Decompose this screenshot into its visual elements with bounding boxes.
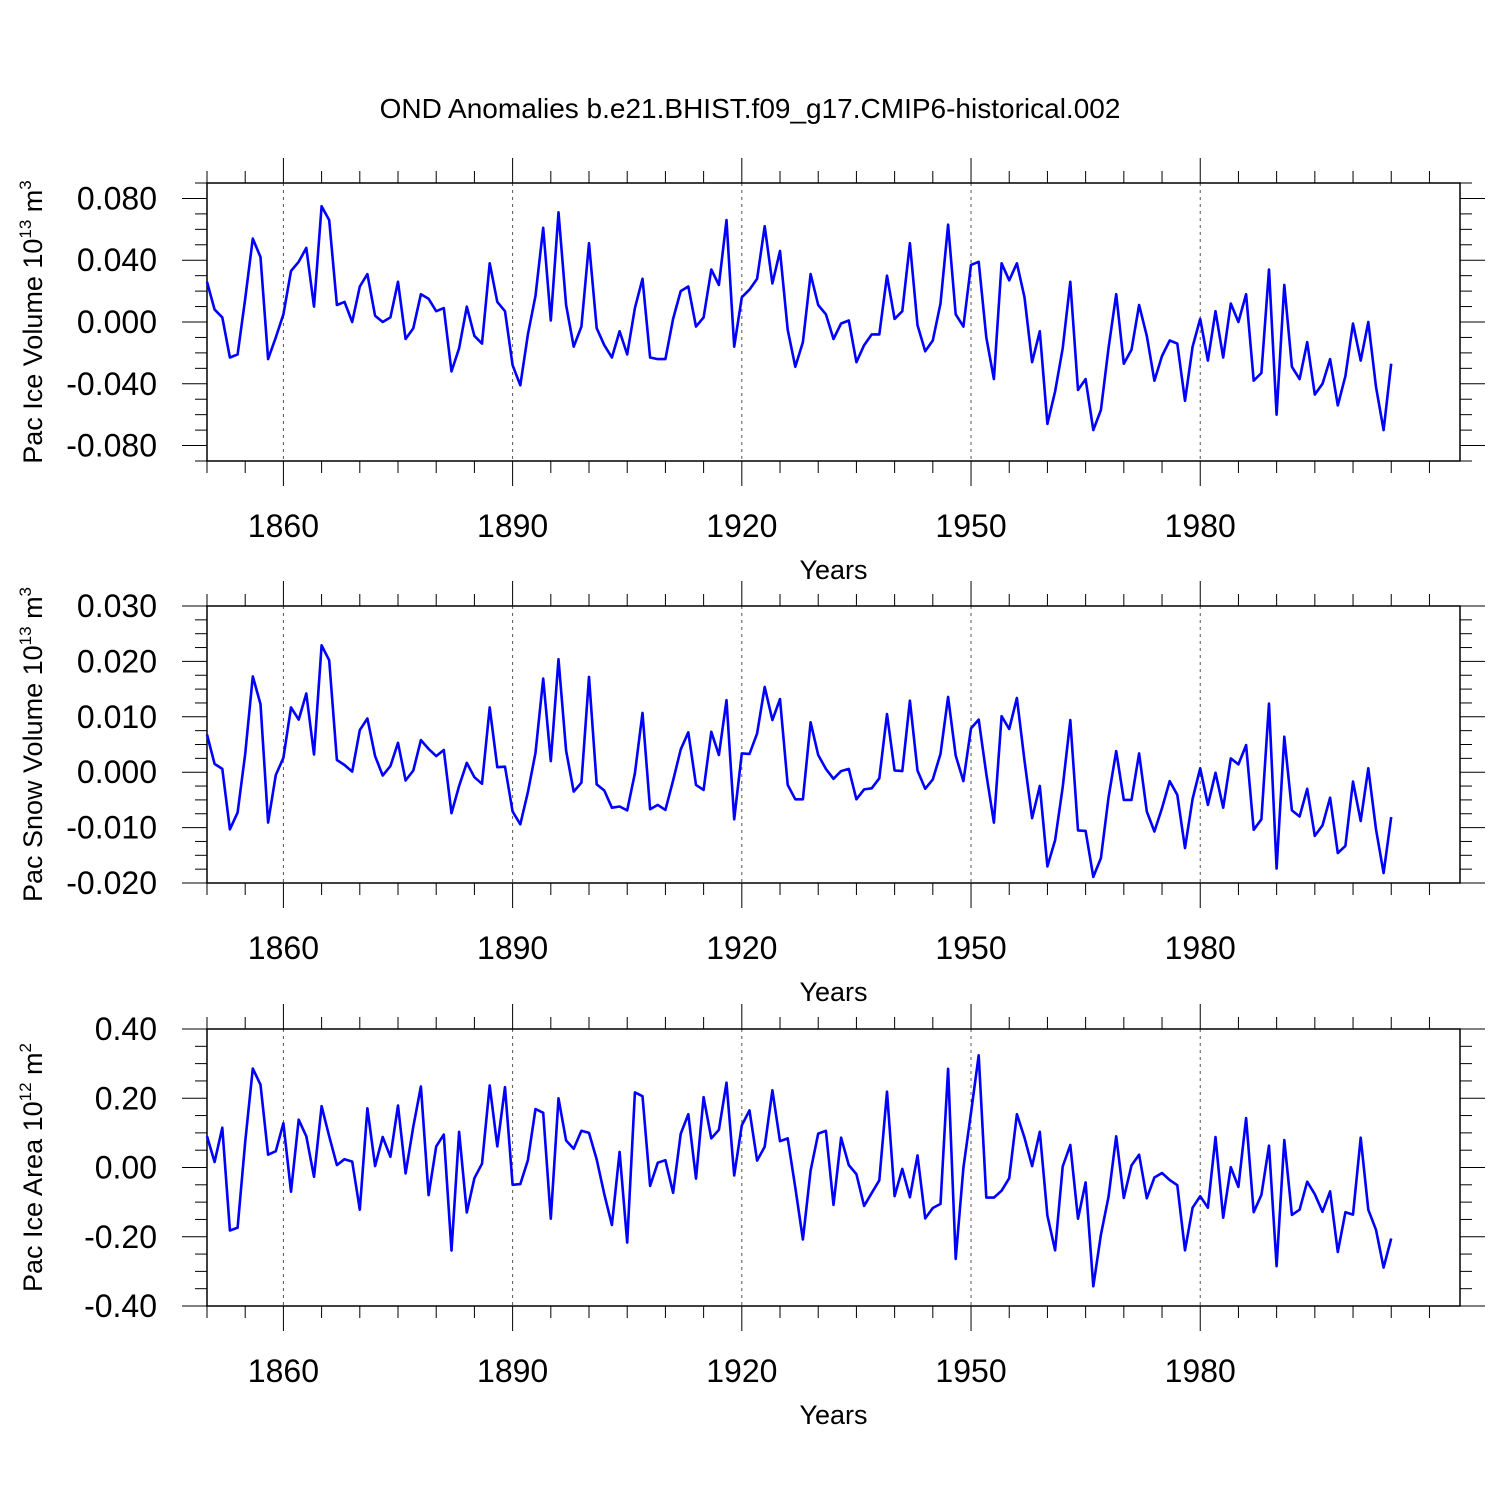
panels: -0.080 -0.040 0.000 0.040 0.080 1860 1890 1920 1… — [16, 158, 1485, 1430]
y-axis-title: Pac Snow Volume 1013 m3 — [16, 587, 48, 902]
x-tick-label: 1890 — [477, 930, 548, 966]
series-line — [205, 643, 1393, 879]
y-tick-label: 0.020 — [77, 643, 157, 679]
x-tick-label: 1980 — [1165, 1353, 1236, 1389]
series-line — [205, 1054, 1393, 1288]
y-tick-label: -0.080 — [66, 428, 157, 464]
x-axis-title: Years — [799, 1400, 867, 1430]
x-tick-label: 1860 — [248, 1353, 319, 1389]
plot-frame — [206, 1028, 1461, 1307]
y-tick-label: -0.40 — [84, 1288, 157, 1324]
y-tick-label: 0.000 — [77, 754, 157, 790]
x-tick-label: 1890 — [477, 1353, 548, 1389]
x-tick-label: 1860 — [248, 930, 319, 966]
x-tick-label: 1920 — [706, 930, 777, 966]
y-tick-label: 0.040 — [77, 242, 157, 278]
x-tick-label: 1920 — [706, 508, 777, 544]
y-tick-label: 0.010 — [77, 699, 157, 735]
x-axis-title: Years — [799, 555, 867, 585]
chart-panel-2: -0.020 -0.010 0.000 0.010 0.020 0.030 1860 1890… — [16, 581, 1485, 1007]
x-tick-label: 1920 — [706, 1353, 777, 1389]
y-tick-label: -0.20 — [84, 1219, 157, 1255]
y-tick-label: -0.010 — [66, 810, 157, 846]
y-tick-label: -0.040 — [66, 366, 157, 402]
x-tick-label: 1950 — [935, 1353, 1006, 1389]
y-tick-label: 0.080 — [77, 180, 157, 216]
y-tick-label: 0.20 — [95, 1080, 157, 1116]
y-tick-label: 0.00 — [95, 1150, 157, 1186]
y-axis-title: Pac Ice Area 1012 m2 — [16, 1043, 48, 1292]
x-tick-label: 1890 — [477, 508, 548, 544]
x-tick-label: 1980 — [1165, 508, 1236, 544]
chart-panel-3: -0.40 -0.20 0.00 0.20 0.40 1860 1890 1920 1950 19… — [16, 1004, 1485, 1430]
y-tick-label: 0.000 — [77, 304, 157, 340]
x-tick-label: 1950 — [935, 508, 1006, 544]
figure-title: OND Anomalies b.e21.BHIST.f09_g17.CMIP6-… — [380, 93, 1121, 124]
y-tick-label: -0.020 — [66, 865, 157, 901]
y-tick-label: 0.030 — [77, 588, 157, 624]
x-tick-label: 1980 — [1165, 930, 1236, 966]
x-axis-title: Years — [799, 977, 867, 1007]
y-axis-title: Pac Ice Volume 1013 m3 — [16, 180, 48, 464]
chart-panel-1: -0.080 -0.040 0.000 0.040 0.080 1860 1890 1920 1… — [16, 158, 1485, 585]
x-tick-label: 1950 — [935, 930, 1006, 966]
y-tick-label: 0.40 — [95, 1011, 157, 1047]
x-tick-label: 1860 — [248, 508, 319, 544]
series-line — [205, 204, 1393, 432]
